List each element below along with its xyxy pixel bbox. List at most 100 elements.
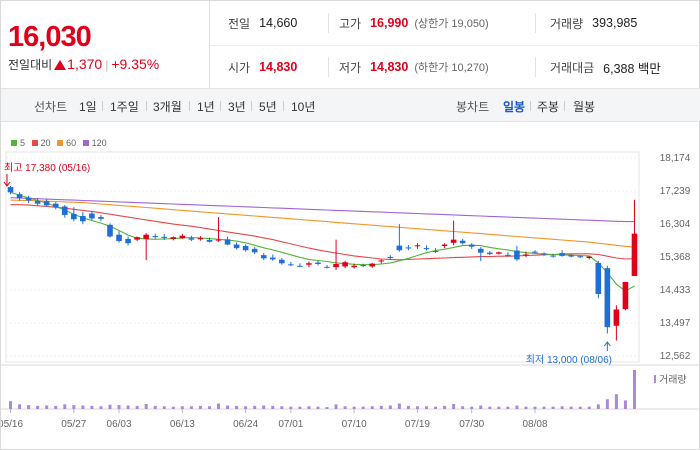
candle-body bbox=[360, 265, 366, 267]
candle-body bbox=[52, 203, 59, 208]
tab-10y[interactable]: 10년 bbox=[291, 100, 316, 114]
candle-body bbox=[188, 238, 195, 240]
quote-header: 16,030 전일대비 1,370 | +9.35% 전일 14,660 고가 16,… bbox=[1, 1, 700, 89]
tab-separator bbox=[564, 101, 565, 111]
info-volume-value: 393,985 bbox=[592, 16, 638, 30]
candle-body bbox=[152, 236, 159, 238]
volume-bar bbox=[388, 405, 392, 409]
candle-body bbox=[98, 217, 104, 219]
legend-ma20: 20 bbox=[40, 138, 51, 148]
candle-body bbox=[613, 309, 620, 326]
x-tick-label: 06/24 bbox=[233, 419, 258, 430]
price-box: 16,030 전일대비 1,370 | +9.35% bbox=[1, 1, 210, 89]
volume-bar bbox=[406, 405, 410, 409]
tab-3m[interactable]: 3개월 bbox=[153, 100, 182, 114]
tab-5y[interactable]: 5년 bbox=[259, 100, 277, 114]
volume-bar bbox=[280, 406, 284, 409]
info-low: 저가 14,830 (하한가 10,270) bbox=[339, 45, 489, 89]
candle-body bbox=[279, 259, 285, 264]
info-high-label: 고가 bbox=[339, 16, 362, 31]
tab-separator bbox=[283, 101, 284, 111]
candle-body bbox=[7, 187, 14, 193]
volume-bar bbox=[596, 404, 600, 409]
volume-bar bbox=[506, 406, 510, 409]
info-low-sub: (하한가 10,270) bbox=[414, 62, 489, 74]
legend-swatch-ma60 bbox=[57, 140, 64, 146]
volume-bar bbox=[135, 405, 139, 409]
tab-separator bbox=[102, 101, 103, 111]
info-open-label: 시가 bbox=[228, 60, 251, 75]
volume-bar bbox=[515, 405, 519, 409]
candle-body bbox=[622, 281, 629, 310]
volume-bar bbox=[235, 405, 239, 409]
tab-daily[interactable]: 일봉 bbox=[503, 100, 526, 114]
info-prev-label: 전일 bbox=[228, 16, 251, 31]
candle-body bbox=[342, 262, 348, 267]
tab-weekly[interactable]: 주봉 bbox=[537, 100, 560, 114]
volume-bar bbox=[352, 406, 356, 409]
candle-body bbox=[134, 237, 140, 240]
x-tick-label: 05/27 bbox=[61, 419, 86, 430]
tab-1y[interactable]: 1년 bbox=[197, 100, 215, 114]
candle-body bbox=[288, 264, 294, 266]
y-tick-label: 13,497 bbox=[660, 318, 691, 329]
candle-body bbox=[333, 263, 339, 268]
volume-bar bbox=[479, 405, 483, 409]
volume-bar bbox=[253, 405, 257, 409]
volume-bar bbox=[63, 404, 67, 409]
candle-body bbox=[514, 250, 520, 260]
volume-bar bbox=[325, 407, 329, 409]
volume-bar bbox=[9, 401, 13, 409]
candle-body bbox=[387, 256, 394, 258]
candle-body bbox=[125, 238, 131, 244]
candle-body bbox=[269, 257, 276, 260]
volume-bar bbox=[632, 370, 636, 409]
volume-bar bbox=[316, 406, 320, 409]
volume-legend-swatch bbox=[654, 375, 656, 383]
volume-bar bbox=[244, 406, 248, 409]
volume-bar bbox=[126, 405, 130, 409]
candle-body bbox=[378, 260, 385, 262]
candle-body bbox=[34, 200, 41, 204]
legend-ma120: 120 bbox=[91, 138, 107, 148]
candle-body bbox=[396, 245, 403, 251]
volume-bar bbox=[271, 405, 275, 409]
tab-3y[interactable]: 3년 bbox=[228, 100, 246, 114]
info-volume: 거래량 393,985 bbox=[550, 1, 637, 45]
candle-body bbox=[242, 245, 249, 251]
info-amount-value: 6,388 백만 bbox=[603, 61, 661, 76]
tab-monthly[interactable]: 월봉 bbox=[573, 100, 596, 114]
info-high: 고가 16,990 (상한가 19,050) bbox=[339, 1, 489, 45]
info-prev: 전일 14,660 bbox=[228, 1, 297, 45]
max-price-annotation: 최고 17,380 (05/16) bbox=[4, 162, 90, 174]
candle-body bbox=[369, 263, 376, 267]
candle-body bbox=[206, 239, 213, 242]
x-tick-label: 06/03 bbox=[107, 419, 132, 430]
volume-bar bbox=[90, 405, 94, 409]
candle-body bbox=[107, 224, 113, 237]
tab-1w[interactable]: 1주일 bbox=[110, 100, 139, 114]
candle-body bbox=[315, 262, 321, 264]
candle-body bbox=[170, 237, 177, 239]
volume-bar bbox=[117, 405, 121, 409]
candle-body bbox=[505, 254, 511, 256]
tab-1d[interactable]: 1일 bbox=[79, 100, 97, 114]
x-tick-label: 07/01 bbox=[278, 419, 303, 430]
candle-body bbox=[71, 213, 77, 220]
candle-body bbox=[233, 244, 240, 249]
volume-bar bbox=[623, 400, 627, 409]
volume-bar bbox=[560, 406, 564, 409]
tab-separator bbox=[146, 101, 147, 111]
info-volume-label: 거래량 bbox=[550, 16, 584, 31]
y-tick-label: 12,562 bbox=[660, 351, 691, 362]
volume-bar bbox=[198, 405, 202, 409]
volume-bar bbox=[27, 405, 31, 409]
candle-body bbox=[297, 265, 303, 267]
volume-bar bbox=[452, 403, 456, 409]
y-tick-label: 17,239 bbox=[660, 186, 691, 197]
volume-bar bbox=[54, 405, 58, 409]
volume-bar bbox=[72, 405, 76, 409]
volume-bar bbox=[524, 406, 528, 409]
volume-bar bbox=[551, 406, 555, 409]
